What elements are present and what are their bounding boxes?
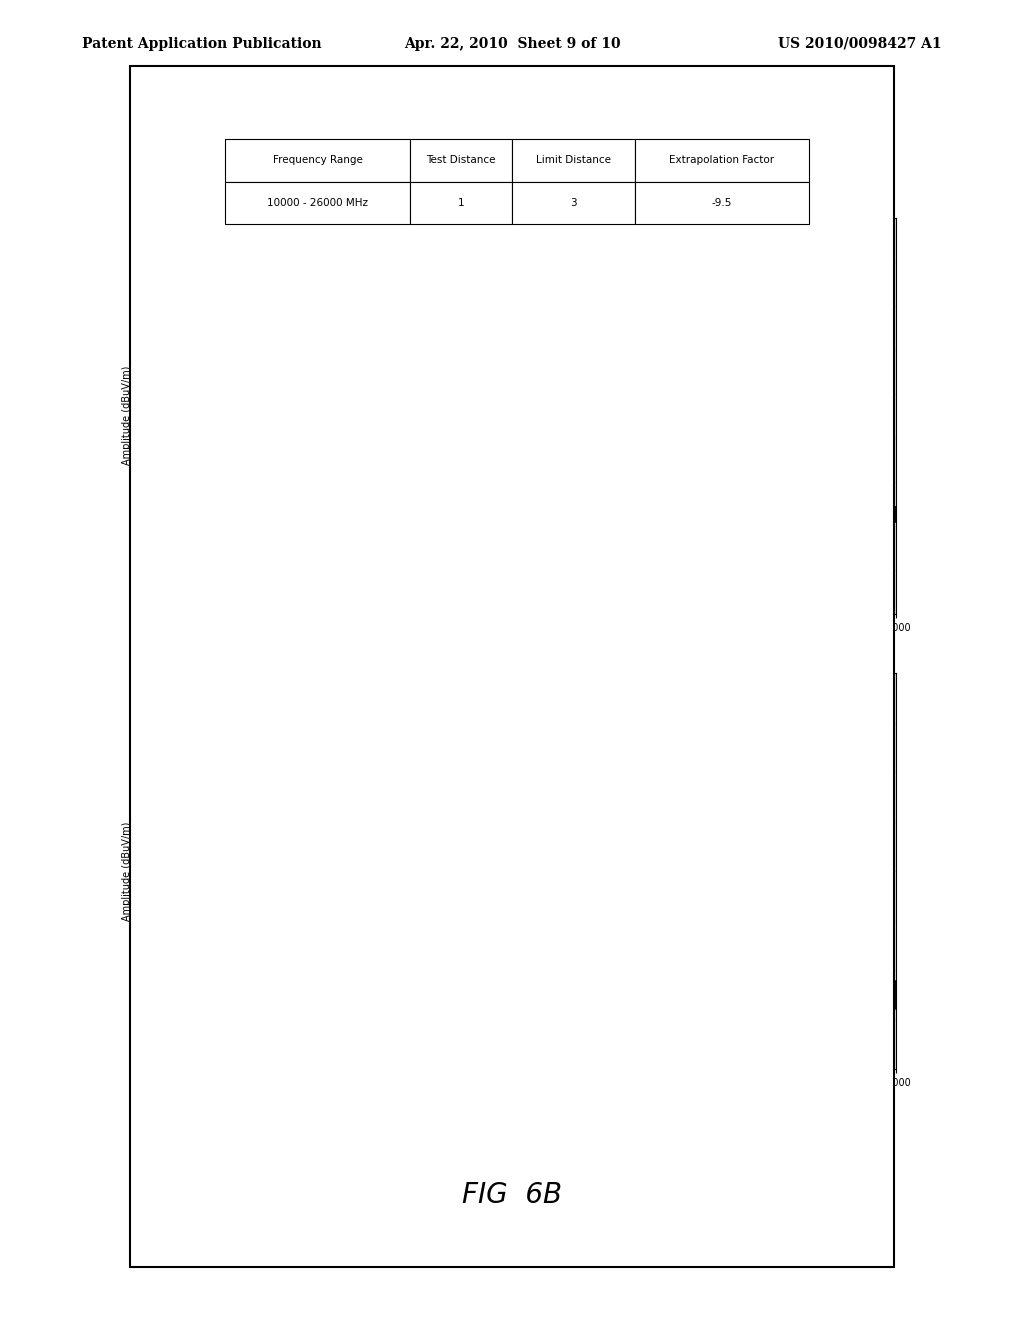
Text: Test Distance: Test Distance bbox=[426, 154, 496, 165]
Text: -9.5: -9.5 bbox=[712, 198, 732, 209]
X-axis label: Frequency (MHz): Frequency (MHz) bbox=[480, 639, 574, 648]
Y-axis label: Amplitude (dBuV/m): Amplitude (dBuV/m) bbox=[122, 366, 132, 466]
Text: 500: 500 bbox=[527, 857, 559, 875]
Text: Limit Distance: Limit Distance bbox=[536, 154, 611, 165]
Text: -610: -610 bbox=[228, 479, 262, 494]
Text: Run # 2:FTLX1412, EMI 1 STD ROSA Wrap around: Run # 2:FTLX1412, EMI 1 STD ROSA Wrap ar… bbox=[159, 661, 436, 671]
Text: Patent Application Publication: Patent Application Publication bbox=[82, 37, 322, 51]
Text: 1: 1 bbox=[458, 198, 464, 209]
Y-axis label: Amplitude (dBuV/m): Amplitude (dBuV/m) bbox=[122, 821, 132, 921]
Text: Frequency Range: Frequency Range bbox=[272, 154, 362, 165]
Text: 560: 560 bbox=[527, 354, 559, 371]
Text: 3: 3 bbox=[570, 198, 577, 209]
Text: -620: -620 bbox=[444, 993, 479, 1008]
X-axis label: Frequency (MHz): Frequency (MHz) bbox=[480, 1094, 574, 1104]
Text: Apr. 22, 2010  Sheet 9 of 10: Apr. 22, 2010 Sheet 9 of 10 bbox=[403, 37, 621, 51]
Text: US 2010/0098427 A1: US 2010/0098427 A1 bbox=[778, 37, 942, 51]
Text: Run # 2:  FTLX1412, EMI 1 STD ROSA Wrap around: Run # 2: FTLX1412, EMI 1 STD ROSA Wrap a… bbox=[159, 206, 443, 215]
Text: FIG  6B: FIG 6B bbox=[462, 1180, 562, 1209]
Text: Extrapolation Factor: Extrapolation Factor bbox=[670, 154, 774, 165]
Text: 10000 - 26000 MHz: 10000 - 26000 MHz bbox=[267, 198, 368, 209]
